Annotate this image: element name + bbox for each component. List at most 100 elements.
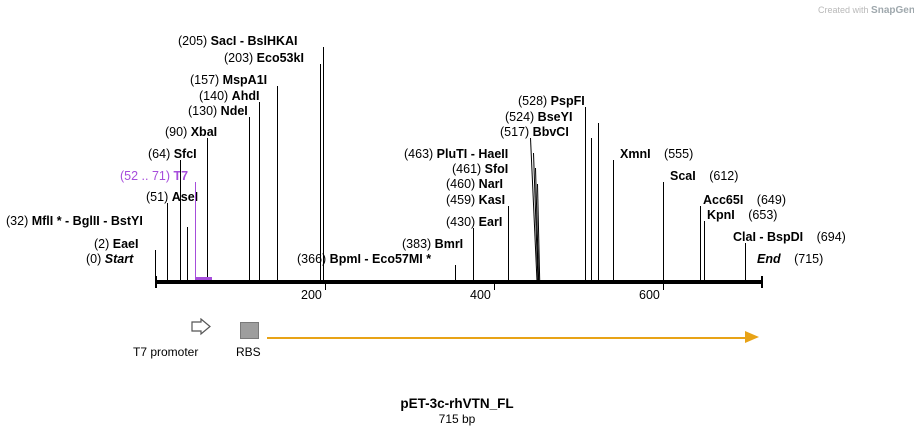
site-name-scaI: ScaI xyxy=(670,169,696,183)
site-label-claI[interactable]: ClaI - BspDI (694) xyxy=(733,230,846,244)
leader-line-aseI xyxy=(167,203,168,282)
site-pos-aseI: (51) xyxy=(146,190,169,204)
sequence-backbone[interactable] xyxy=(155,280,763,284)
backbone-start-cap xyxy=(155,276,157,288)
leader-line-claI xyxy=(745,243,746,282)
legend-label-rbs: RBS xyxy=(236,345,261,359)
site-label-sacI[interactable]: (205) SacI - BslHKAI xyxy=(178,34,298,48)
site-label-sfoI[interactable]: (461) SfoI xyxy=(452,162,508,176)
site-pos-claI: (694) xyxy=(816,230,846,244)
site-label-mflI[interactable]: (32) MflI * - BglII - BstYI xyxy=(6,214,143,228)
site-pos-sfoI: (461) xyxy=(452,162,482,176)
snapgene-credit: Created with SnapGene xyxy=(818,5,914,16)
leader-line-mspA1I xyxy=(277,86,278,282)
leader-line-kpnI xyxy=(704,221,705,282)
site-label-pspFI[interactable]: (528) PspFI xyxy=(518,94,585,108)
site-name-bbvCI: BbvCI xyxy=(532,125,569,139)
site-label-start[interactable]: (0) Start xyxy=(86,252,133,266)
leader-line-mflI xyxy=(187,227,188,282)
site-pos-end: (715) xyxy=(794,252,824,266)
leader-line-bpmI xyxy=(455,265,456,282)
site-pos-earI: (430) xyxy=(446,215,476,229)
site-pos-ndeI: (130) xyxy=(188,104,218,118)
snapgene-brand: SnapGene xyxy=(871,5,914,16)
site-label-acc65I[interactable]: Acc65I (649) xyxy=(703,193,786,207)
leader-line-bseYI xyxy=(598,123,599,282)
leader-line-scaI xyxy=(663,182,664,282)
rbs-icon xyxy=(240,322,259,339)
site-label-sfcI[interactable]: (64) SfcI xyxy=(148,147,197,161)
site-label-end[interactable]: End (715) xyxy=(757,252,823,266)
site-name-kasI: KasI xyxy=(478,193,506,207)
leader-line-eaeI xyxy=(155,250,156,282)
leader-line-xbaI xyxy=(207,138,208,282)
site-name-mflI: MflI * - BglII - BstYI xyxy=(31,214,143,228)
legend-label-t7-promoter: T7 promoter xyxy=(133,345,199,359)
site-pos-bbvCI: (517) xyxy=(500,125,530,139)
site-label-kpnI[interactable]: KpnI (653) xyxy=(707,208,777,222)
site-pos-narI: (460) xyxy=(446,177,476,191)
site-name-sacI: SacI - BslHKAI xyxy=(210,34,298,48)
site-name-earI: EarI xyxy=(478,215,503,229)
site-name-bpmI: BpmI - Eco57MI * xyxy=(329,252,432,266)
site-pos-mspA1I: (157) xyxy=(190,73,220,87)
plasmid-length: 715 bp xyxy=(438,412,476,426)
site-label-xbaI[interactable]: (90) XbaI xyxy=(165,125,217,139)
site-label-eco53kI[interactable]: (203) Eco53kI xyxy=(224,51,304,65)
feature-bar-t7-promoter[interactable] xyxy=(195,277,212,280)
feature-label-t7[interactable]: (52 .. 71) T7 xyxy=(120,169,188,183)
leader-line-pspFI xyxy=(585,107,586,282)
site-name-end: End xyxy=(757,252,781,266)
site-pos-eco53kI: (203) xyxy=(224,51,254,65)
site-label-xmnI[interactable]: XmnI (555) xyxy=(620,147,693,161)
site-label-eaeI[interactable]: (2) EaeI xyxy=(94,237,138,251)
site-name-narI: NarI xyxy=(478,177,503,191)
orf-arrow-line[interactable] xyxy=(267,337,752,339)
site-label-aseI[interactable]: (51) AseI xyxy=(146,190,198,204)
credit-prefix: Created with xyxy=(818,5,869,15)
site-pos-kpnI: (653) xyxy=(748,208,778,222)
leader-line-ndeI xyxy=(249,117,250,282)
t7-promoter-arrow-icon xyxy=(191,318,211,336)
site-pos-mflI: (32) xyxy=(6,214,29,228)
site-pos-pluTI: (463) xyxy=(404,147,434,161)
leader-line-t7 xyxy=(195,182,196,278)
site-pos-bmrI: (383) xyxy=(402,237,432,251)
site-pos-pspFI: (528) xyxy=(518,94,548,108)
site-name-xbaI: XbaI xyxy=(190,125,218,139)
site-label-pluTI[interactable]: (463) PluTI - HaeII xyxy=(404,147,508,161)
site-name-bseYI: BseYI xyxy=(537,110,573,124)
site-label-bseYI[interactable]: (524) BseYI xyxy=(505,110,572,124)
leader-line-earI xyxy=(508,206,509,282)
site-label-mspA1I[interactable]: (157) MspA1I xyxy=(190,73,267,87)
site-name-eaeI: EaeI xyxy=(112,237,139,251)
site-pos-kasI: (459) xyxy=(446,193,476,207)
site-label-ndeI[interactable]: (130) NdeI xyxy=(188,104,248,118)
site-pos-bseYI: (524) xyxy=(505,110,535,124)
leader-line-eco53kI xyxy=(320,64,321,282)
site-label-bmrI[interactable]: (383) BmrI xyxy=(402,237,463,251)
site-label-narI[interactable]: (460) NarI xyxy=(446,177,503,191)
site-name-ahdI: AhdI xyxy=(231,89,260,103)
site-label-bpmI[interactable]: (366) BpmI - Eco57MI * xyxy=(297,252,431,266)
site-label-ahdI[interactable]: (140) AhdI xyxy=(199,89,259,103)
site-name-bmrI: BmrI xyxy=(434,237,464,251)
site-label-bbvCI[interactable]: (517) BbvCI xyxy=(500,125,569,139)
site-label-earI[interactable]: (430) EarI xyxy=(446,215,502,229)
site-name-pluTI: PluTI - HaeII xyxy=(436,147,509,161)
ruler-label-600: 600 xyxy=(639,288,660,302)
site-label-kasI[interactable]: (459) KasI xyxy=(446,193,505,207)
site-pos-xbaI: (90) xyxy=(165,125,188,139)
site-pos-acc65I: (649) xyxy=(756,193,786,207)
leader-line-bbvCI xyxy=(591,138,592,282)
site-name-sfcI: SfcI xyxy=(173,147,197,161)
plasmid-title: pET-3c-rhVTN_FL xyxy=(400,396,514,411)
site-name-kpnI: KpnI xyxy=(707,208,735,222)
site-pos-ahdI: (140) xyxy=(199,89,229,103)
ruler-label-200: 200 xyxy=(301,288,322,302)
site-label-scaI[interactable]: ScaI (612) xyxy=(670,169,738,183)
site-name-start: Start xyxy=(104,252,134,266)
site-pos-sacI: (205) xyxy=(178,34,208,48)
site-pos-xmnI: (555) xyxy=(664,147,694,161)
